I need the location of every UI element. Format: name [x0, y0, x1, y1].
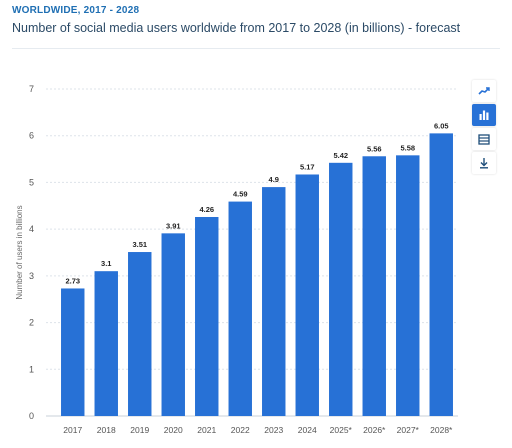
bar — [362, 156, 386, 417]
x-tick-label: 2024 — [298, 425, 317, 435]
bar — [295, 174, 319, 416]
bar-chart-icon — [479, 110, 489, 120]
y-tick-label: 0 — [29, 411, 34, 421]
data-label: 5.17 — [300, 162, 315, 171]
chart-toolbar — [472, 80, 496, 176]
y-tick-label: 3 — [29, 271, 34, 281]
bar — [61, 288, 85, 416]
x-tick-label: 2021 — [197, 425, 216, 435]
data-label: 4.9 — [269, 175, 279, 184]
y-tick-label: 1 — [29, 364, 34, 374]
x-tick-label: 2028* — [430, 425, 453, 435]
x-tick-label: 2023 — [264, 425, 283, 435]
bar — [228, 201, 252, 416]
data-label: 3.51 — [132, 240, 147, 249]
x-tick-label: 2018 — [97, 425, 116, 435]
download-icon — [480, 158, 488, 169]
data-label: 4.26 — [199, 205, 214, 214]
x-tick-label: 2017 — [63, 425, 82, 435]
data-label: 6.05 — [434, 121, 449, 130]
bar — [396, 155, 420, 416]
x-tick-label: 2026* — [363, 425, 386, 435]
data-label: 2.73 — [65, 276, 80, 285]
data-label: 4.59 — [233, 190, 248, 199]
bar — [161, 233, 185, 416]
x-tick-label: 2019 — [130, 425, 149, 435]
y-tick-label: 6 — [29, 131, 34, 141]
data-label: 5.58 — [400, 143, 415, 152]
y-tick-label: 5 — [29, 177, 34, 187]
table-button[interactable] — [472, 128, 496, 150]
bar — [329, 162, 353, 416]
bar — [128, 252, 152, 416]
y-axis-label: Number of users in billions — [15, 205, 24, 299]
x-tick-label: 2020 — [164, 425, 183, 435]
download-button[interactable] — [472, 152, 496, 174]
y-tick-label: 2 — [29, 318, 34, 328]
header-divider — [12, 48, 500, 49]
trend-line-button[interactable] — [472, 80, 496, 102]
x-tick-label: 2022 — [231, 425, 250, 435]
bar — [429, 133, 453, 416]
trend-line-icon — [478, 87, 490, 95]
data-label: 5.42 — [333, 151, 348, 160]
data-label: 5.56 — [367, 144, 382, 153]
x-tick-label: 2025* — [330, 425, 353, 435]
y-tick-label: 4 — [29, 224, 34, 234]
table-icon — [478, 133, 490, 145]
x-tick-label: 2027* — [397, 425, 420, 435]
chart-kicker: WORLDWIDE, 2017 - 2028 — [12, 5, 140, 16]
y-tick-label: 7 — [29, 84, 34, 94]
data-label: 3.1 — [101, 259, 111, 268]
bar-chart-button[interactable] — [472, 104, 496, 126]
bar — [262, 187, 286, 416]
chart-title: Number of social media users worldwide f… — [12, 21, 461, 35]
data-label: 3.91 — [166, 221, 181, 230]
chart-area: 0 1 2 3 4 5 6 7 Number of users in billions 2.73 2… — [12, 58, 500, 446]
bar-chart: 0 1 2 3 4 5 6 7 Number of users in billions 2.73 2… — [15, 84, 458, 435]
bar — [94, 271, 118, 416]
bar — [195, 216, 219, 416]
